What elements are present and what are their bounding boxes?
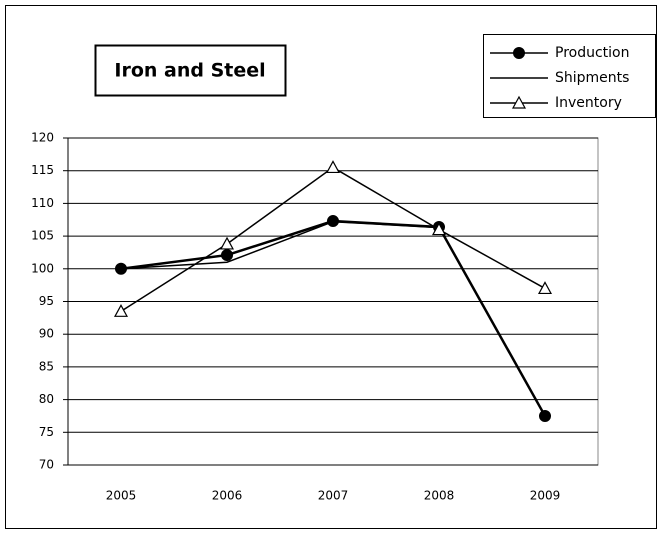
data-point bbox=[219, 236, 235, 250]
data-point bbox=[431, 222, 447, 236]
x-tick-label: 2006 bbox=[212, 489, 243, 503]
legend-label: Inventory bbox=[555, 95, 622, 111]
y-tick-label: 105 bbox=[31, 229, 54, 243]
data-point bbox=[221, 249, 233, 262]
x-tick-label: 2005 bbox=[106, 489, 137, 503]
y-tick-label: 120 bbox=[31, 131, 54, 145]
y-tick-label: 95 bbox=[39, 294, 54, 308]
data-point bbox=[325, 160, 341, 174]
y-tick-label: 80 bbox=[39, 392, 54, 406]
x-tick-label: 2007 bbox=[318, 489, 349, 503]
y-tick-label: 115 bbox=[31, 163, 54, 177]
chart-title: Iron and Steel bbox=[114, 60, 265, 82]
y-tick-label: 85 bbox=[39, 359, 54, 373]
legend-marker bbox=[513, 47, 525, 59]
y-tick-label: 100 bbox=[31, 261, 54, 275]
series-line bbox=[120, 220, 546, 417]
legend-label: Shipments bbox=[555, 70, 629, 86]
y-tick-label: 90 bbox=[39, 327, 54, 341]
data-point bbox=[113, 304, 129, 317]
data-point bbox=[537, 281, 553, 295]
x-tick-label: 2008 bbox=[424, 489, 455, 503]
x-tick-label: 2009 bbox=[530, 489, 561, 503]
title-box bbox=[94, 44, 287, 97]
legend-marker bbox=[511, 95, 527, 109]
legend-label: Production bbox=[555, 45, 629, 61]
y-tick-label: 110 bbox=[31, 196, 54, 210]
y-tick-label: 70 bbox=[39, 458, 54, 472]
y-tick-label: 75 bbox=[39, 425, 54, 439]
